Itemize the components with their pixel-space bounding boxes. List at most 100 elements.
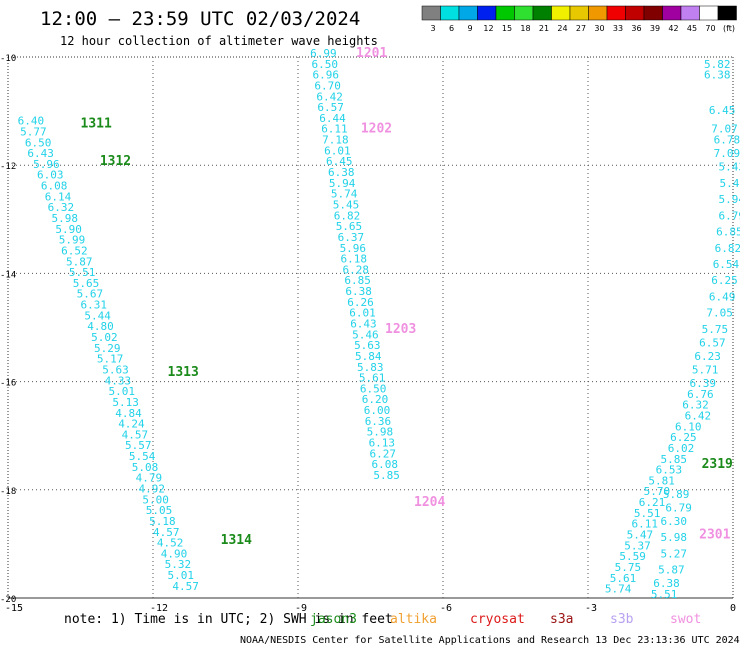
colorbar-label: 36 bbox=[631, 24, 641, 33]
swh-value: 4.57 bbox=[122, 428, 149, 441]
swh-value: 6.57 bbox=[317, 101, 344, 114]
swh-value: 6.54 bbox=[713, 258, 740, 271]
colorbar-label: 33 bbox=[613, 24, 623, 33]
swh-value: 5.54 bbox=[129, 450, 156, 463]
swh-value: 6.10 bbox=[675, 420, 702, 433]
swh-value: 6.03 bbox=[37, 169, 64, 182]
swh-value: 4.90 bbox=[161, 547, 188, 560]
swh-value: 6.25 bbox=[670, 431, 697, 444]
swh-value: 5.18 bbox=[149, 515, 176, 528]
x-tick-label: -3 bbox=[585, 603, 597, 614]
swh-value: 6.45 bbox=[326, 155, 353, 168]
swh-value: 5.74 bbox=[331, 188, 358, 201]
swh-value: 5.61 bbox=[359, 372, 386, 385]
swh-value: 5.96 bbox=[33, 158, 60, 171]
x-tick-label: -6 bbox=[440, 603, 452, 614]
swh-value: 6.38 bbox=[653, 577, 680, 590]
swh-value: 7.18 bbox=[322, 134, 349, 147]
colorbar-label: 21 bbox=[539, 24, 549, 33]
swh-value: 6.08 bbox=[371, 458, 398, 471]
swh-value: 5.98 bbox=[661, 531, 688, 544]
colorbar-swatch bbox=[717, 5, 737, 21]
swh-value: 5.85 bbox=[373, 469, 400, 482]
swh-value: 6.01 bbox=[324, 144, 351, 157]
pass-time-label: 1204 bbox=[414, 495, 445, 510]
colorbar-swatch bbox=[440, 5, 460, 21]
chart-subtitle: 12 hour collection of altimeter wave hei… bbox=[60, 34, 378, 48]
colorbar-swatch bbox=[699, 5, 719, 21]
colorbar-swatch bbox=[569, 5, 589, 21]
swh-value: 4.92 bbox=[139, 483, 166, 496]
swh-value: 5.75 bbox=[702, 323, 729, 336]
swh-value: 7.09 bbox=[714, 147, 740, 160]
swh-value: 6.70 bbox=[314, 79, 341, 92]
swh-value: 6.82 bbox=[715, 242, 740, 255]
swh-value: 4.79 bbox=[136, 472, 163, 485]
swh-value: 6.38 bbox=[328, 166, 355, 179]
colorbar-label: 39 bbox=[650, 24, 660, 33]
colorbar-label: 24 bbox=[557, 24, 567, 33]
swh-value: 5.63 bbox=[354, 339, 381, 352]
swh-value: 5.75 bbox=[615, 561, 642, 574]
pass-time-label: 1203 bbox=[385, 322, 416, 337]
swh-value: 5.83 bbox=[357, 361, 384, 374]
swh-value: 6.43 bbox=[350, 318, 377, 331]
y-tick-label: -12 bbox=[0, 162, 16, 172]
swh-value: 5.65 bbox=[336, 220, 363, 233]
swh-value: 6.53 bbox=[656, 464, 683, 477]
colorbar-label: (ft) bbox=[723, 24, 735, 33]
swh-value: 6.20 bbox=[362, 393, 389, 406]
swh-value: 6.27 bbox=[370, 447, 397, 460]
swh-value: 6.42 bbox=[685, 409, 712, 422]
x-tick-label: -9 bbox=[295, 603, 307, 614]
swh-value: 6.49 bbox=[709, 290, 736, 303]
swh-value: 5.51 bbox=[651, 588, 678, 601]
swh-value: 4.84 bbox=[115, 407, 142, 420]
swh-value: 6.31 bbox=[81, 299, 108, 312]
footer-note: note: 1) Time is in UTC; 2) SWH is in fe… bbox=[64, 612, 393, 627]
colorbar-swatch bbox=[662, 5, 682, 21]
swh-value: 7.05 bbox=[706, 307, 733, 320]
swh-value: 6.08 bbox=[41, 180, 68, 193]
swh-value: 4.57 bbox=[153, 526, 180, 539]
swh-value: 5.94 bbox=[719, 193, 740, 206]
swh-value: 6.38 bbox=[345, 285, 372, 298]
colorbar-label: 70 bbox=[705, 24, 715, 33]
swh-value: 5.45 bbox=[333, 198, 360, 211]
swh-value: 4.33 bbox=[105, 374, 131, 387]
y-tick-label: -16 bbox=[0, 379, 16, 389]
swh-value: 6.38 bbox=[704, 69, 731, 82]
swh-value: 6.82 bbox=[334, 209, 361, 222]
y-tick-label: -18 bbox=[0, 487, 16, 497]
swh-value: 6.37 bbox=[338, 231, 365, 244]
colorbar-label: 3 bbox=[430, 24, 435, 33]
swh-value: 5.90 bbox=[55, 223, 82, 236]
swh-value: 5.82 bbox=[704, 58, 731, 71]
swh-value: 6.79 bbox=[665, 501, 692, 514]
swh-value: 5.70 bbox=[644, 485, 671, 498]
swh-value: 6.26 bbox=[347, 296, 374, 309]
swh-value: 6.40 bbox=[18, 115, 44, 128]
pass-time-label: 1313 bbox=[168, 365, 199, 380]
swh-value: 5.65 bbox=[73, 277, 100, 290]
swh-value: 5.01 bbox=[168, 569, 195, 582]
colorbar-label: 18 bbox=[520, 24, 530, 33]
chart-title: 12:00 — 23:59 UTC 02/03/2024 bbox=[40, 8, 361, 30]
swh-value: 6.78 bbox=[714, 134, 740, 147]
swh-value: 5.63 bbox=[102, 363, 129, 376]
swh-value: 4.57 bbox=[172, 580, 199, 593]
colorbar-label: 42 bbox=[668, 24, 678, 33]
swh-value: 6.85 bbox=[716, 226, 740, 239]
swh-value: 5.46 bbox=[352, 328, 379, 341]
swh-value: 6.13 bbox=[369, 437, 396, 450]
colorbar-label: 27 bbox=[576, 24, 586, 33]
pass-time-label: 1314 bbox=[221, 533, 252, 548]
swh-value: 5.85 bbox=[661, 453, 688, 466]
swh-value: 6.44 bbox=[319, 112, 346, 125]
swh-value: 6.96 bbox=[313, 69, 340, 82]
swh-value: 6.25 bbox=[711, 274, 738, 287]
swh-value: 5.71 bbox=[692, 363, 719, 376]
swh-value: 6.36 bbox=[365, 415, 392, 428]
swh-value: 5.29 bbox=[94, 342, 121, 355]
swh-value: 6.42 bbox=[316, 90, 343, 103]
